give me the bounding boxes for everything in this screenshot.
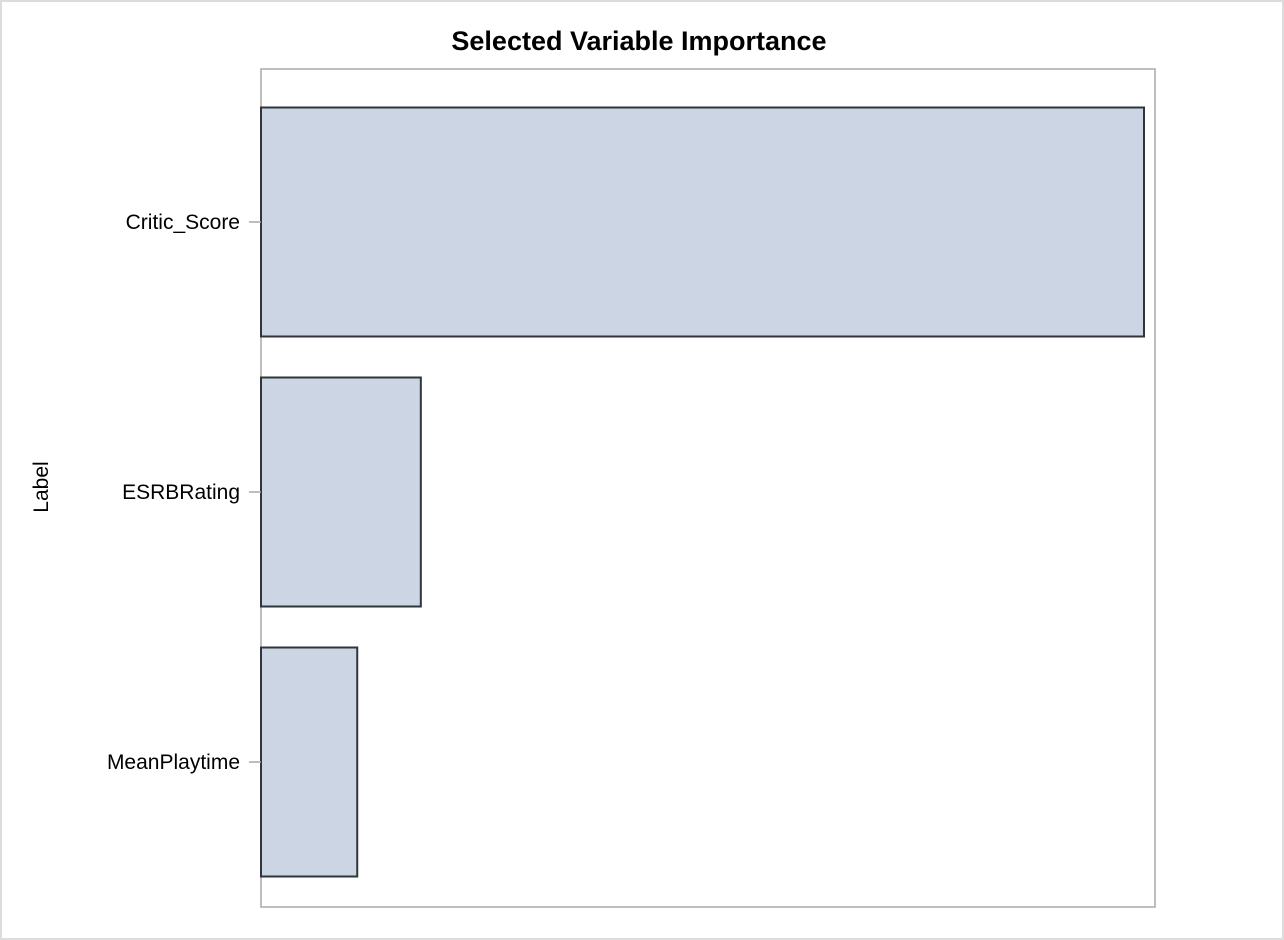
y-tick-label: ESRBRating	[122, 481, 240, 504]
chart-title: Selected Variable Importance	[451, 26, 826, 56]
bar-critic_score	[260, 106, 1145, 338]
y-axis-label: Label	[30, 461, 53, 512]
y-tick-label: MeanPlaytime	[107, 751, 240, 774]
bar-meanplaytime	[260, 646, 359, 878]
y-tick-label: Critic_Score	[126, 211, 240, 234]
bar-esrbrating	[260, 376, 422, 608]
plot-area: Critic_Score ESRBRating MeanPlaytime	[107, 68, 1156, 908]
